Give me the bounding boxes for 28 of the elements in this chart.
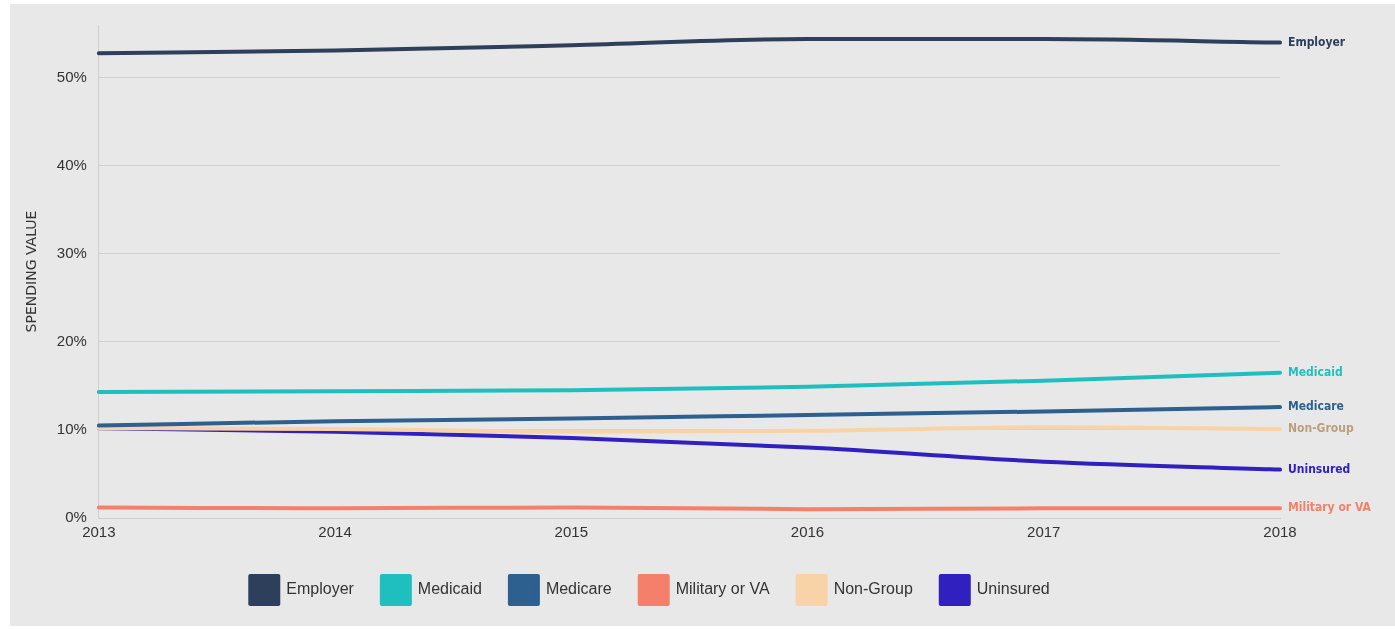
legend-label: Medicare: [545, 580, 612, 598]
text: Employer: [1288, 34, 1346, 49]
legend-label: Medicaid: [417, 580, 482, 598]
text: Uninsured: [1288, 461, 1351, 476]
legend-label: Employer: [286, 580, 355, 598]
y-tick-label: 0%: [65, 508, 87, 526]
y-tick-label: 40%: [56, 156, 87, 173]
x-tick-label: 2015: [554, 523, 588, 541]
line-series: [96, 37, 1282, 56]
y-tick-label: 10%: [56, 420, 87, 438]
x-tick-label: 2014: [318, 523, 352, 541]
text: Medicaid: [1288, 364, 1343, 379]
y-axis-title: SPENDING VALUE: [23, 210, 40, 333]
x-tick-label: 2013: [82, 523, 116, 541]
legend-label: Non-Group: [833, 580, 913, 598]
x-tick-label: 2016: [790, 523, 825, 541]
line-series: [96, 370, 1282, 395]
x-tick-label: 2017: [1027, 523, 1061, 541]
legend-label: Military or VA: [675, 580, 770, 598]
y-tick-label: 20%: [56, 332, 87, 350]
text: Medicare: [1288, 399, 1344, 414]
x-tick-label: 2018: [1263, 523, 1297, 541]
legend-label: Uninsured: [976, 580, 1050, 598]
y-tick-label: 30%: [56, 244, 87, 262]
text: Non-Group: [1288, 421, 1354, 436]
line-series: [96, 405, 1282, 428]
y-tick-label: 50%: [56, 67, 87, 85]
text: Military or VA: [1288, 500, 1371, 515]
